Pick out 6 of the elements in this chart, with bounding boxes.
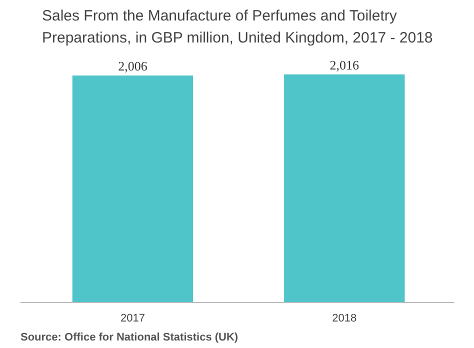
- x-tick-label: 2018: [332, 312, 357, 324]
- x-tick-label: 2017: [120, 312, 145, 324]
- chart-title: Sales From the Manufacture of Perfumes and Toiletry Preparations, in GBP million, United Kingdom, 2017 - 2018: [42, 7, 433, 46]
- data-label: 2,006: [118, 58, 148, 74]
- source-note: Source: Office for National Statistics (UK): [20, 332, 238, 344]
- data-label: 2,016: [330, 57, 360, 72]
